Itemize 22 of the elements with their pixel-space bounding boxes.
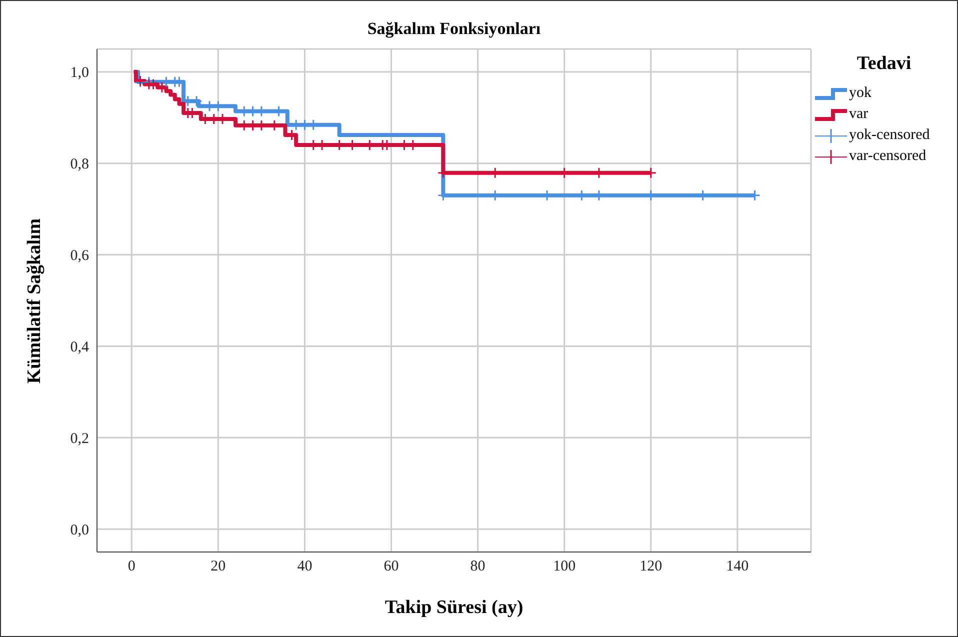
x-tick-label: 40 bbox=[297, 558, 312, 575]
x-tick-label: 80 bbox=[470, 558, 486, 575]
x-tick-label: 20 bbox=[210, 558, 226, 575]
legend-title: Tedavi bbox=[856, 53, 912, 75]
y-tick-label: 0,2 bbox=[70, 431, 89, 448]
y-tick-label: 0,6 bbox=[70, 248, 90, 264]
y-tick-label: 1,0 bbox=[70, 65, 89, 82]
y-axis-title: Kümülatif Sağkalım bbox=[24, 218, 46, 384]
legend-label: yok bbox=[849, 85, 872, 102]
chart-title: Sağkalım Fonksiyonları bbox=[366, 19, 542, 39]
x-tick-label: 0 bbox=[128, 558, 136, 575]
y-tick-label: 0,8 bbox=[70, 156, 89, 173]
x-tick-label: 140 bbox=[726, 558, 749, 575]
y-tick-label: 0,0 bbox=[70, 522, 89, 538]
y-tick-label: 0,4 bbox=[70, 340, 90, 356]
x-tick-label: 100 bbox=[553, 558, 576, 575]
legend-label: var-censored bbox=[849, 148, 926, 165]
x-axis-title: Takip Süresi (ay) bbox=[384, 597, 524, 619]
x-tick-label: 60 bbox=[384, 558, 399, 575]
legend-label: yok-censored bbox=[849, 127, 930, 144]
legend-label: var bbox=[849, 106, 868, 123]
x-tick-label: 120 bbox=[640, 558, 662, 575]
